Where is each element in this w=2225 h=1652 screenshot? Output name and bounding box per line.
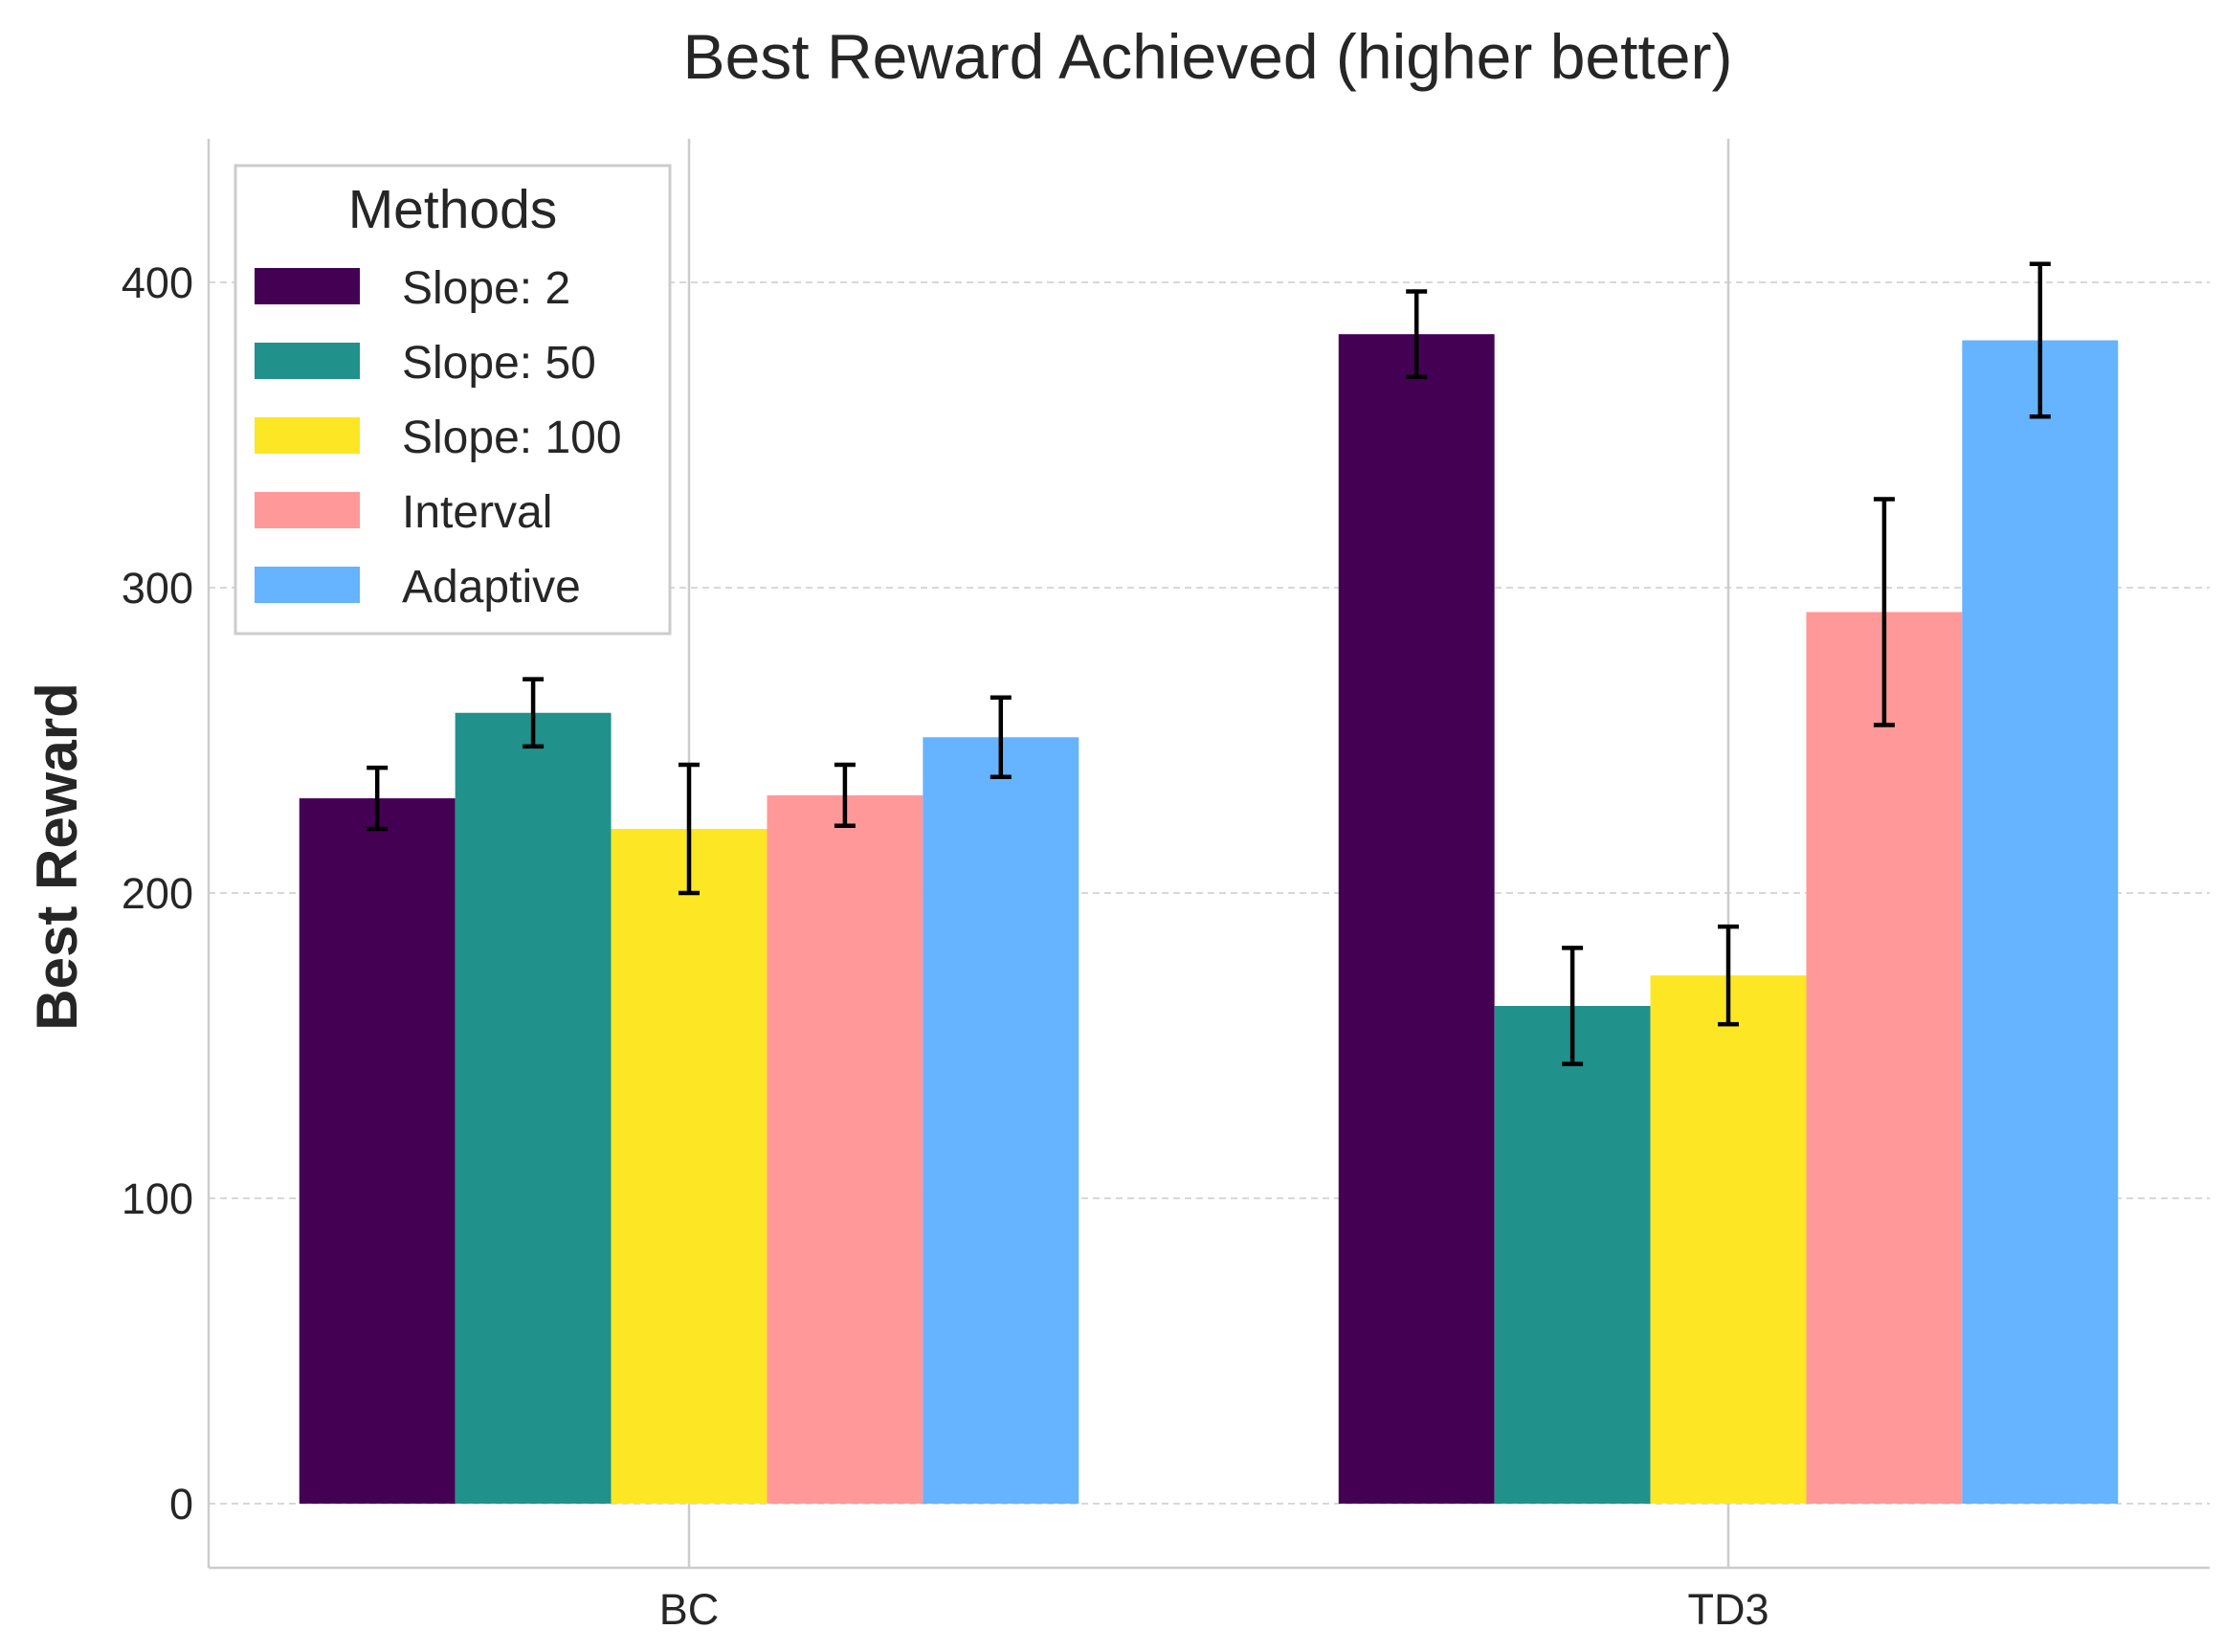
- error-bar-3-1: [1873, 497, 1895, 727]
- error-bar-4-1: [2029, 261, 2051, 419]
- bar-2-0: [611, 828, 768, 1505]
- legend-box: [234, 164, 672, 636]
- legend-label-2: Slope: 100: [402, 413, 622, 463]
- chart-title: Best Reward Achieved (higher better): [683, 21, 1733, 92]
- bar-0-0: [299, 798, 456, 1505]
- y-tick-label-2: 200: [122, 869, 193, 918]
- legend-swatch-3: [255, 492, 360, 528]
- legend-label-4: Adaptive: [402, 562, 581, 613]
- error-bar-4-0: [990, 695, 1012, 779]
- error-bar-3-0: [834, 762, 856, 829]
- legend-swatch-1: [255, 343, 360, 379]
- legend-swatch-4: [255, 567, 360, 603]
- error-bar-0-0: [367, 765, 389, 832]
- x-tick-label-0: BC: [659, 1585, 720, 1634]
- error-bar-1-1: [1562, 946, 1584, 1066]
- x-tick-labels: BC TD3: [659, 1585, 1769, 1634]
- legend-title: Methods: [348, 179, 558, 240]
- bar-1-0: [455, 712, 612, 1505]
- bar-3-1: [1806, 612, 1963, 1505]
- legend-label-1: Slope: 50: [402, 338, 596, 389]
- y-tick-label-1: 100: [122, 1174, 193, 1223]
- bar-0-1: [1338, 334, 1495, 1505]
- legend-swatch-0: [255, 268, 360, 304]
- error-bar-2-1: [1718, 924, 1739, 1027]
- error-bar-1-0: [523, 677, 545, 749]
- legend: Methods Slope: 2 Slope: 50 Slope: 100 Interv…: [234, 164, 672, 636]
- y-axis-label: Best Reward: [25, 682, 89, 1030]
- bar-2-1: [1650, 975, 1807, 1505]
- x-tick-label-1: TD3: [1687, 1585, 1769, 1634]
- bar-4-0: [923, 737, 1079, 1505]
- y-tick-label-0: 0: [169, 1480, 193, 1529]
- bar-4-1: [1962, 340, 2119, 1505]
- bar-1-1: [1494, 1006, 1651, 1505]
- error-bar-0-1: [1406, 289, 1428, 380]
- bars: [299, 334, 2119, 1505]
- y-tick-label-4: 400: [122, 258, 193, 307]
- bar-3-0: [767, 794, 923, 1505]
- legend-swatch-2: [255, 417, 360, 454]
- y-tick-label-3: 300: [122, 564, 193, 613]
- legend-label-3: Interval: [402, 487, 552, 538]
- axes: [207, 139, 2210, 1570]
- error-bar-2-0: [679, 762, 700, 896]
- y-tick-labels: 0 100 200 300 400: [122, 258, 193, 1529]
- error-bars: [367, 261, 2051, 1066]
- legend-label-0: Slope: 2: [402, 263, 570, 314]
